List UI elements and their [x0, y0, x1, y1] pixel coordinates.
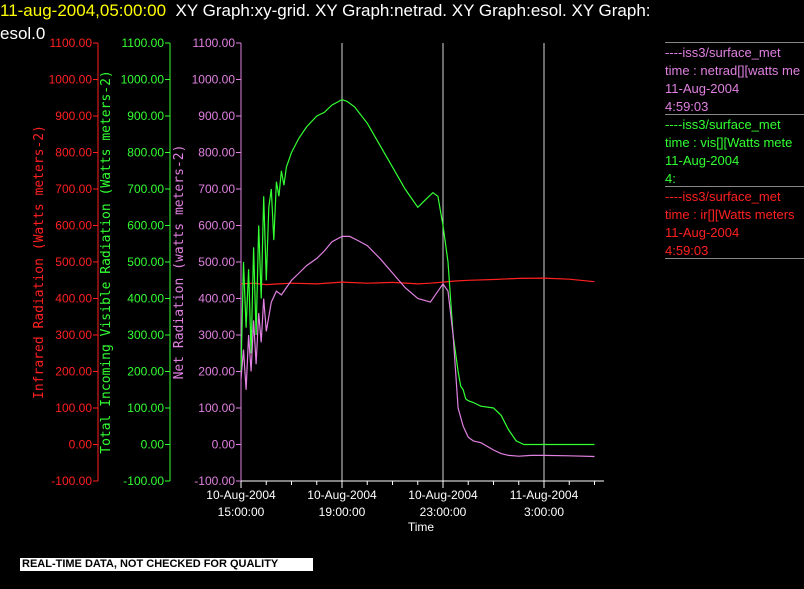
net-axis-title: Net Radiation (watts meters-2)	[172, 145, 187, 380]
net-tick-label: 200.00	[198, 365, 235, 379]
net-tick-label: 0.00	[212, 438, 236, 452]
legend-name: ----iss3/surface_met	[665, 117, 781, 132]
legend-separator	[665, 258, 804, 259]
ir-tick-label: 0.00	[69, 438, 93, 452]
ir-tick-label: -100.00	[51, 474, 92, 488]
vis-tick-label: 900.00	[127, 109, 164, 123]
ir-tick-label: 1000.00	[49, 73, 93, 87]
ir-tick-label: 600.00	[55, 219, 92, 233]
ir-tick-label: 200.00	[55, 365, 92, 379]
legend-label: time : ir[][Watts meters	[665, 207, 795, 222]
vis-tick-label: 700.00	[127, 182, 164, 196]
vis-axis-title: Total Incoming Visible Radiation (Watts …	[99, 70, 114, 454]
legend-time: 4:	[665, 171, 676, 186]
ir-tick-label: 500.00	[55, 255, 92, 269]
series-line-ir	[240, 277, 595, 286]
net-tick-label: 400.00	[198, 292, 235, 306]
vis-tick-label: 0.00	[141, 438, 165, 452]
x-tick-label-time: 15:00:00	[218, 505, 265, 519]
legend-name: ----iss3/surface_met	[665, 189, 781, 204]
ir-tick-label: 400.00	[55, 292, 92, 306]
legend-label: time : vis[][Watts mete	[665, 135, 793, 150]
legend-time: 4:59:03	[665, 243, 709, 258]
series-line-net	[240, 235, 595, 458]
x-tick-label-date: 10-Aug-2004	[408, 488, 478, 502]
ir-tick-label: 700.00	[55, 182, 92, 196]
x-tick-label-time: 3:00:00	[524, 505, 564, 519]
net-tick-label: 1000.00	[192, 73, 236, 87]
net-tick-label: 800.00	[198, 146, 235, 160]
quality-disclaimer: REAL-TIME DATA, NOT CHECKED FOR QUALITY	[20, 558, 313, 571]
header-timestamp: 11-aug-2004,05:00:00	[0, 1, 167, 20]
ir-tick-label: 100.00	[55, 401, 92, 415]
ir-axis-title: Infrared Radiation (Watts meters-2)	[32, 125, 47, 399]
x-tick-label-time: 19:00:00	[319, 505, 366, 519]
legend-date: 11-Aug-2004	[665, 81, 740, 96]
vis-tick-label: 200.00	[127, 365, 164, 379]
net-tick-label: 300.00	[198, 328, 235, 342]
legend-label: time : netrad[][watts me	[665, 63, 801, 78]
net-tick-label: 900.00	[198, 109, 235, 123]
x-axis-title: Time	[408, 520, 435, 534]
ir-tick-label: 1100.00	[50, 36, 93, 50]
series-line-vis	[240, 98, 595, 446]
legend-separator	[665, 186, 804, 187]
net-tick-label: -100.00	[194, 474, 235, 488]
ir-tick-label: 300.00	[55, 328, 92, 342]
vis-tick-label: 100.00	[127, 401, 164, 415]
vis-tick-label: 400.00	[127, 292, 164, 306]
net-tick-label: 700.00	[198, 182, 235, 196]
vis-tick-label: 300.00	[127, 328, 164, 342]
net-tick-label: 600.00	[198, 219, 235, 233]
vis-tick-label: 800.00	[127, 146, 164, 160]
header-description-continued: esol.0	[0, 24, 46, 43]
x-tick-label-time: 23:00:00	[420, 505, 467, 519]
vis-tick-label: 1000.00	[121, 73, 165, 87]
x-tick-label-date: 10-Aug-2004	[307, 488, 377, 502]
vis-tick-label: 600.00	[127, 219, 164, 233]
legend-date: 11-Aug-2004	[665, 153, 740, 168]
header-title: 11-aug-2004,05:00:00 XY Graph:xy-grid. X…	[0, 1, 651, 21]
legend-separator	[665, 114, 804, 115]
vis-tick-label: 500.00	[127, 255, 164, 269]
legend-separator	[665, 42, 804, 43]
vis-tick-label: 1100.00	[122, 36, 165, 50]
legend-name: ----iss3/surface_met	[665, 45, 781, 60]
net-tick-label: 1100.00	[193, 36, 236, 50]
net-tick-label: 100.00	[198, 401, 235, 415]
legend-time: 4:59:03	[665, 99, 709, 114]
header-description: XY Graph:xy-grid. XY Graph:netrad. XY Gr…	[175, 1, 651, 20]
x-tick-label-date: 11-Aug-2004	[510, 488, 579, 502]
vis-tick-label: -100.00	[123, 474, 164, 488]
net-tick-label: 500.00	[198, 255, 235, 269]
x-tick-label-date: 10-Aug-2004	[206, 488, 276, 502]
ir-tick-label: 800.00	[55, 146, 92, 160]
ir-tick-label: 900.00	[55, 109, 92, 123]
legend-date: 11-Aug-2004	[665, 225, 740, 240]
